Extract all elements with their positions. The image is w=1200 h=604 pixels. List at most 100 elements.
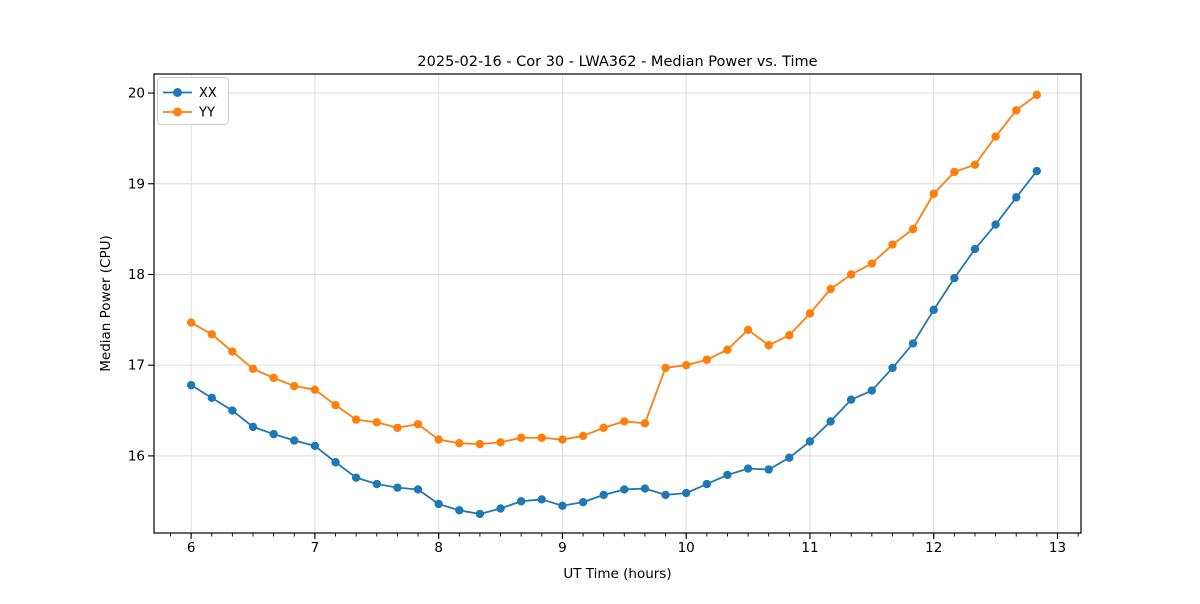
data-point [393, 423, 402, 432]
data-point [867, 259, 877, 268]
x-axis-label: UT Time (hours) [563, 566, 671, 582]
data-point [558, 501, 567, 510]
data-point [743, 325, 753, 335]
data-point [970, 160, 980, 169]
data-point [681, 488, 691, 498]
data-series [186, 90, 1042, 519]
x-tick-label: 10 [678, 540, 695, 556]
legend-marker [173, 88, 182, 97]
data-point [661, 363, 670, 373]
data-point [434, 499, 443, 509]
series-XX-line [190, 170, 1038, 515]
data-point [846, 395, 856, 404]
data-point [248, 364, 258, 374]
data-point [290, 381, 299, 391]
data-point [537, 495, 546, 504]
axes-spines [153, 73, 1082, 534]
data-point [826, 417, 835, 426]
data-point [970, 244, 980, 254]
data-point [785, 453, 794, 462]
x-tick-label: 11 [801, 540, 818, 556]
data-point [702, 479, 712, 489]
data-point [929, 305, 938, 315]
y-axis-label: Median Power (CPU) [98, 235, 114, 371]
data-point [743, 464, 753, 473]
y-tick-label: 17 [128, 358, 145, 374]
data-point [310, 385, 320, 394]
data-point [496, 504, 505, 513]
data-point [310, 441, 320, 451]
y-tick-label: 18 [128, 267, 145, 283]
data-point [207, 330, 216, 339]
data-point [269, 373, 278, 383]
data-point [888, 363, 897, 373]
legend-label-YY: YY [198, 106, 215, 121]
data-point [1032, 90, 1042, 100]
legend-marker [173, 107, 182, 117]
x-tick-label: 6 [187, 540, 196, 556]
chart-title: 2025-02-16 - Cor 30 - LWA362 - Median Po… [417, 54, 817, 70]
data-point [186, 318, 196, 327]
series-YY-line [190, 94, 1038, 446]
data-point [785, 331, 794, 340]
data-point [331, 458, 340, 467]
data-point [888, 240, 897, 249]
data-point [805, 309, 815, 318]
data-point [475, 509, 485, 519]
data-point [640, 484, 650, 493]
data-point [764, 341, 773, 350]
legend-box [157, 77, 229, 125]
axis-ticks: 6 7 8 9 10 11 12 13 16 17 18 19 20 [128, 86, 1079, 556]
data-point [517, 497, 526, 506]
data-point [620, 485, 629, 494]
data-point [372, 479, 381, 489]
data-point [537, 433, 546, 442]
data-point [764, 465, 773, 474]
data-point [620, 417, 629, 426]
data-point [496, 438, 505, 447]
series-YY-markers [186, 90, 1042, 449]
y-tick-label: 20 [128, 86, 145, 102]
data-point [908, 339, 918, 348]
data-point [867, 386, 877, 395]
data-point [434, 435, 443, 444]
data-point [908, 224, 918, 234]
legend-label-XX: XX [199, 86, 217, 101]
data-point [950, 167, 959, 177]
data-point [578, 497, 588, 507]
data-point [248, 422, 258, 432]
data-point [1032, 166, 1042, 176]
data-point [991, 220, 1000, 229]
data-point [702, 355, 712, 364]
data-point [413, 485, 423, 494]
x-tick-label: 9 [558, 540, 567, 556]
data-point [846, 270, 856, 279]
data-point [578, 431, 588, 441]
legend: XX YY [157, 77, 229, 125]
data-point [681, 360, 691, 370]
data-point [228, 406, 237, 415]
x-tick-label: 13 [1049, 540, 1066, 556]
series-XX-markers [186, 166, 1042, 519]
data-point [599, 490, 608, 500]
y-tick-label: 16 [128, 448, 145, 464]
data-point [475, 439, 485, 449]
y-tick-label: 19 [128, 176, 145, 192]
data-point [331, 400, 340, 410]
data-point [351, 415, 361, 424]
data-point [805, 437, 815, 446]
data-point [991, 132, 1000, 141]
data-point [186, 380, 196, 390]
data-point [929, 189, 938, 198]
data-point [413, 419, 423, 429]
data-point [207, 393, 216, 403]
data-point [826, 284, 835, 294]
data-point [517, 433, 526, 442]
data-point [723, 345, 732, 354]
data-point [393, 483, 402, 492]
data-point [228, 347, 237, 356]
x-tick-label: 8 [434, 540, 443, 556]
data-point [661, 490, 670, 500]
